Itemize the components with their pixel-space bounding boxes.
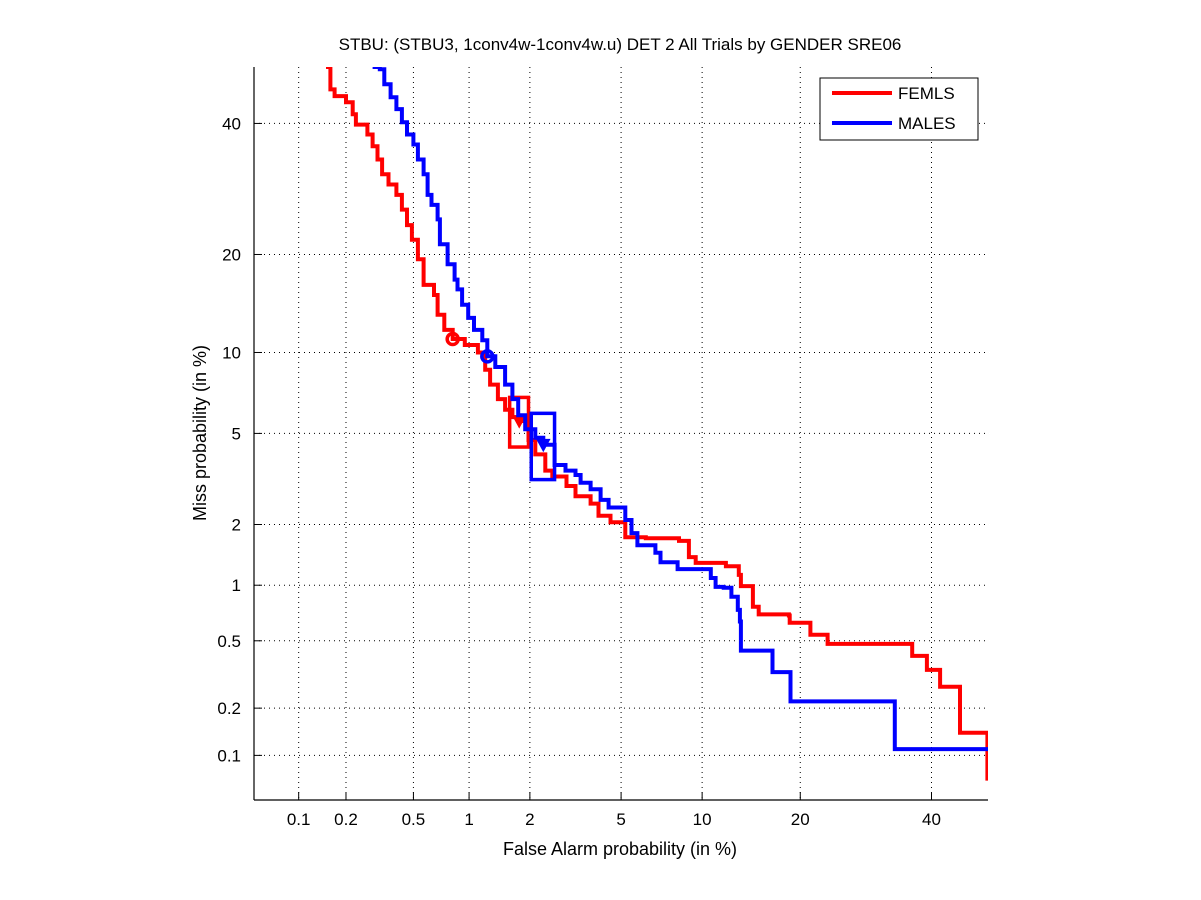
x-tick-label: 0.5 — [402, 810, 426, 829]
x-tick-label: 0.2 — [334, 810, 358, 829]
x-tick-label: 10 — [693, 810, 712, 829]
y-tick-label: 0.2 — [217, 699, 241, 718]
y-tick-label: 20 — [222, 245, 241, 264]
legend-label-males: MALES — [898, 114, 956, 133]
series-line-femls — [326, 67, 988, 781]
chart-title: STBU: (STBU3, 1conv4w-1conv4w.u) DET 2 A… — [339, 35, 902, 54]
min-dcf-marker-males — [480, 349, 495, 364]
y-axis-label: Miss probability (in %) — [190, 345, 210, 521]
y-tick-label: 40 — [222, 114, 241, 133]
y-tick-label: 0.5 — [217, 632, 241, 651]
act-dcf-marker-males — [536, 438, 551, 453]
x-axis-label: False Alarm probability (in %) — [503, 839, 737, 859]
y-tick-label: 1 — [232, 576, 241, 595]
axes — [253, 67, 988, 801]
legend-box — [819, 77, 979, 141]
x-tick-label: 20 — [791, 810, 810, 829]
y-tick-label: 0.1 — [217, 746, 241, 765]
confidence-box-males — [529, 411, 557, 482]
min-dcf-marker-femls — [445, 331, 460, 347]
series-lines — [326, 67, 988, 781]
x-tick-label: 2 — [525, 810, 534, 829]
legend-label-femls: FEMLS — [898, 84, 955, 103]
x-tick-label: 0.1 — [287, 810, 311, 829]
x-tick-label: 5 — [616, 810, 625, 829]
series-line-males — [372, 67, 988, 752]
x-tick-label: 40 — [922, 810, 941, 829]
y-tick-label: 10 — [222, 343, 241, 362]
x-tick-labels: 0.1 0.2 0.5 1 2 5 10 20 40 — [287, 810, 941, 829]
x-tick-label: 1 — [464, 810, 473, 829]
y-tick-label: 5 — [232, 424, 241, 443]
y-tick-labels: 0.1 0.2 0.5 1 2 5 10 20 40 — [217, 114, 241, 765]
grid-lines — [254, 67, 988, 800]
y-tick-label: 2 — [232, 515, 241, 534]
legend: FEMLS MALES — [819, 77, 979, 141]
